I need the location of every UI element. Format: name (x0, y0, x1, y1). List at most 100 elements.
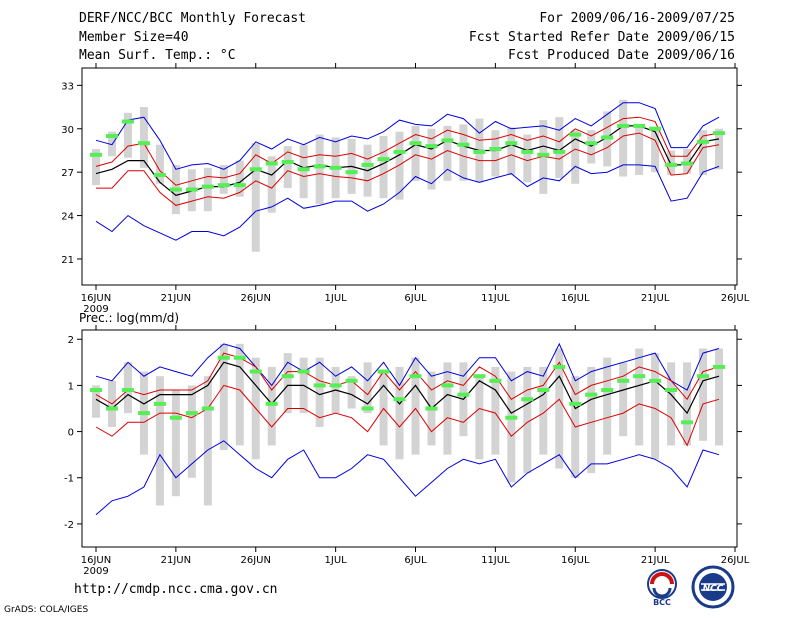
sd-lower-line (95, 384, 720, 447)
median-marker (441, 138, 454, 143)
median-marker (393, 149, 406, 154)
median-marker (585, 141, 598, 146)
mean-line (95, 125, 720, 196)
spread-box (555, 348, 564, 469)
median-marker (169, 187, 182, 192)
median-marker (601, 388, 614, 393)
spread-box (315, 357, 324, 427)
median-marker (90, 388, 102, 393)
median-marker (649, 126, 662, 131)
member-size-label: Member Size=40 (79, 30, 189, 45)
spread-box (683, 362, 692, 446)
spread-box (715, 348, 724, 446)
y-tick-label: 33 (61, 81, 74, 92)
spread-box (667, 362, 676, 446)
spread-box (267, 156, 276, 213)
spread-box (139, 107, 148, 168)
y-tick-label: 30 (61, 125, 74, 136)
median-marker (457, 392, 470, 397)
median-marker (681, 161, 694, 166)
median-marker (345, 378, 358, 383)
spread-box (651, 128, 660, 173)
x-tick-label: 16JUL (561, 555, 590, 566)
min-line (95, 164, 720, 241)
sd-upper-line (95, 352, 720, 405)
precipitation-panel: -2 -1 0 1 2 16JUN 21JUN 26JUN 1JUL 6JUL 11JUL 16JUL… (64, 325, 750, 577)
spread-box (459, 124, 468, 181)
forecast-produced-date: Fcst Produced Date 2009/06/16 (508, 48, 735, 63)
spread-box (635, 348, 644, 446)
min-line (95, 440, 720, 516)
median-marker (233, 355, 246, 360)
median-marker (90, 152, 102, 157)
spread-box (171, 390, 180, 497)
spread-box (411, 357, 420, 455)
median-marker (153, 173, 166, 178)
source-url[interactable]: http://cmdp.ncc.cma.gov.cn (74, 582, 278, 597)
spread-box (219, 164, 228, 194)
median-marker (121, 119, 134, 124)
median-marker (121, 388, 134, 393)
variable-label: Mean Surf. Temp.: °C (79, 48, 236, 63)
median-marker (489, 378, 502, 383)
median-marker (441, 383, 454, 388)
median-marker (345, 170, 358, 175)
median-marker (233, 183, 246, 188)
median-marker (473, 374, 486, 379)
median-marker (313, 164, 326, 169)
spread-box (251, 143, 260, 252)
spread-box (555, 117, 564, 178)
spread-box (539, 120, 548, 194)
spread-box (187, 385, 196, 478)
spread-box (235, 343, 244, 446)
median-marker (249, 167, 262, 172)
spread-box (203, 376, 212, 506)
bcc-logo: BCC (640, 567, 684, 607)
sd-lower-line (96, 132, 720, 206)
x-tick-label: 16JUN (81, 555, 111, 566)
y-tick-label: -2 (64, 520, 74, 531)
spread-box (587, 366, 596, 474)
plot-frame (81, 329, 738, 548)
median-marker (425, 406, 438, 411)
spread-box (395, 366, 404, 460)
median-marker (489, 147, 502, 152)
spread-box (411, 125, 420, 181)
y-tick-label: 1 (68, 381, 74, 392)
median-marker (185, 187, 198, 192)
spread-box (523, 134, 532, 183)
spread-box (123, 362, 132, 414)
median-marker (137, 411, 150, 416)
max-line (95, 342, 720, 391)
median-marker (313, 383, 326, 388)
spread-box (491, 366, 500, 455)
spread-box (155, 376, 164, 506)
max-line (95, 102, 720, 170)
median-marker (105, 406, 118, 411)
spread-box (92, 149, 100, 186)
median-marker (137, 141, 150, 146)
median-marker (585, 392, 598, 397)
x-tick-label: 1JUL (325, 555, 348, 566)
median-marker (649, 378, 662, 383)
sd-upper-line (95, 116, 720, 186)
spread-box (395, 131, 404, 200)
median-marker (169, 415, 182, 420)
median-marker (329, 165, 342, 170)
spread-box (667, 150, 676, 176)
x-tick-label: 26JUL (721, 555, 750, 566)
grads-credit: GrADS: COLA/IGES (4, 605, 89, 615)
spread-box (651, 353, 660, 460)
median-marker (553, 149, 566, 154)
spread-box (235, 160, 244, 197)
spread-box (347, 376, 356, 409)
spread-box (443, 125, 452, 181)
forecast-period: For 2009/06/16-2009/07/25 (539, 11, 735, 26)
median-marker (633, 374, 646, 379)
median-marker (617, 378, 630, 383)
median-marker (505, 415, 518, 420)
x-tick-label: 21JUL (641, 555, 670, 566)
median-marker (201, 184, 214, 189)
ncc-logo: NCC (690, 564, 736, 610)
